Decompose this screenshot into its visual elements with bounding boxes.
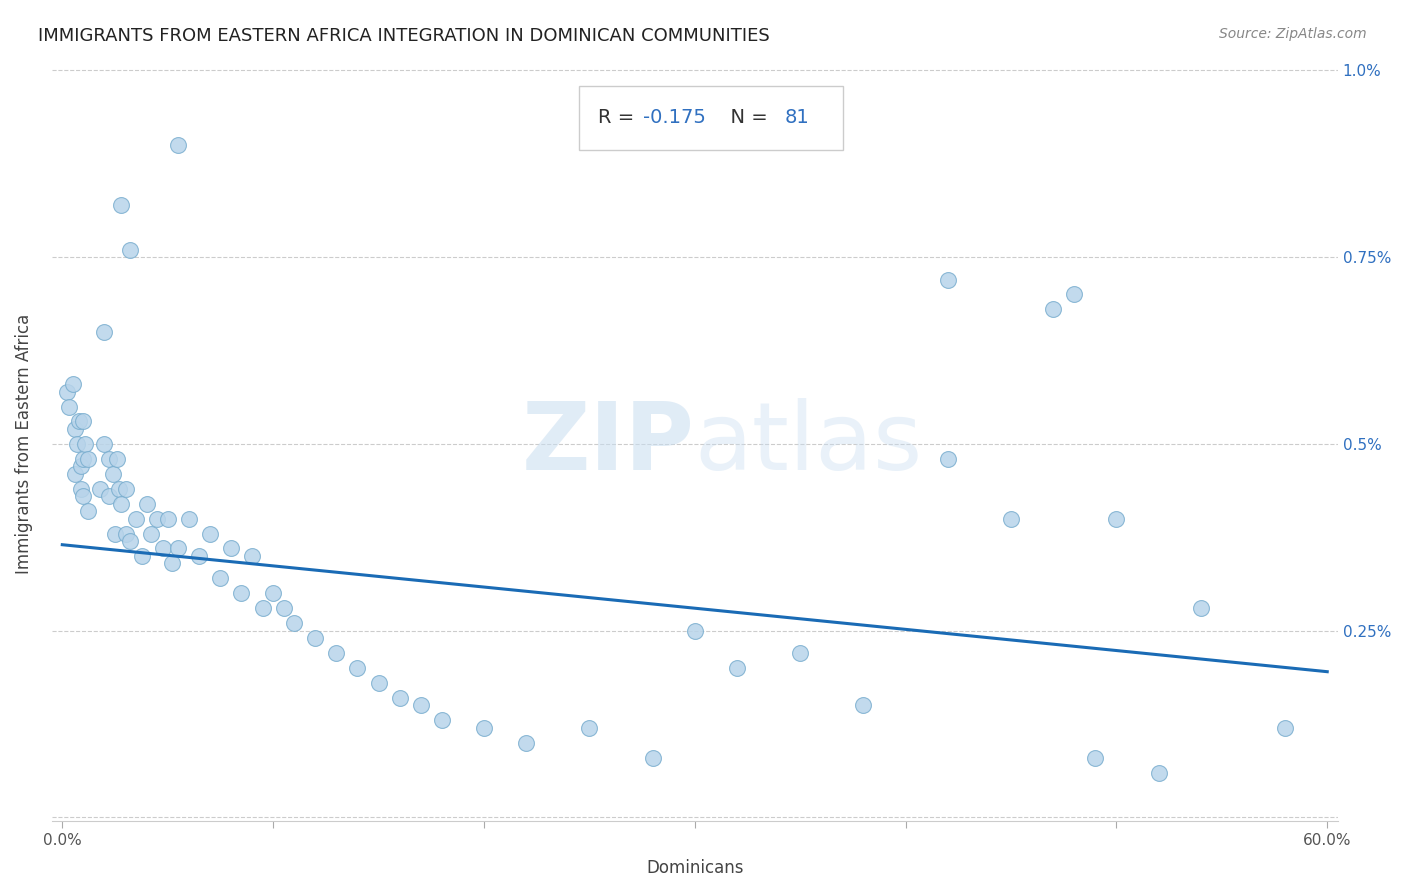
Point [231, 586, 253, 600]
Point [346, 661, 368, 675]
Point [515, 736, 537, 750]
Point [936, 272, 959, 286]
Point [108, 482, 131, 496]
Point [936, 451, 959, 466]
Y-axis label: Immigrants from Eastern Africa: Immigrants from Eastern Africa [15, 314, 32, 574]
Text: N =: N = [718, 108, 773, 127]
Text: R =: R = [599, 108, 641, 127]
Point [283, 616, 305, 631]
Text: ZIP: ZIP [522, 398, 695, 490]
Point [58, 400, 80, 414]
Text: Source: ZipAtlas.com: Source: ZipAtlas.com [1219, 27, 1367, 41]
Point [160, 557, 183, 571]
Point [1000, 511, 1022, 525]
Point [89, 482, 111, 496]
Point [641, 750, 664, 764]
Point [118, 533, 141, 548]
Point [852, 698, 875, 713]
Point [1274, 721, 1296, 735]
Point [209, 571, 232, 585]
Text: -0.175: -0.175 [644, 108, 706, 127]
Point [139, 526, 162, 541]
Point [683, 624, 706, 638]
Point [104, 526, 127, 541]
Point [62, 377, 84, 392]
Point [430, 713, 453, 727]
Point [63, 467, 86, 481]
Point [76, 504, 98, 518]
Point [219, 541, 242, 556]
Point [118, 243, 141, 257]
Point [177, 511, 200, 525]
Point [72, 489, 94, 503]
Text: 81: 81 [785, 108, 810, 127]
Point [789, 646, 811, 660]
Point [135, 497, 157, 511]
Point [167, 541, 190, 556]
Point [97, 489, 120, 503]
Point [198, 526, 221, 541]
Point [110, 497, 132, 511]
Point [105, 451, 128, 466]
Point [725, 661, 748, 675]
Text: IMMIGRANTS FROM EASTERN AFRICA INTEGRATION IN DOMINICAN COMMUNITIES: IMMIGRANTS FROM EASTERN AFRICA INTEGRATI… [38, 27, 769, 45]
Point [93, 437, 115, 451]
Point [72, 414, 94, 428]
Point [262, 586, 284, 600]
Point [114, 526, 136, 541]
Point [67, 414, 90, 428]
Point [66, 437, 89, 451]
Point [1063, 287, 1085, 301]
FancyBboxPatch shape [579, 86, 842, 150]
Point [1189, 601, 1212, 615]
Point [125, 511, 148, 525]
Point [240, 549, 263, 563]
Point [101, 467, 124, 481]
Point [93, 325, 115, 339]
Point [72, 451, 94, 466]
Point [167, 138, 190, 153]
Point [156, 511, 179, 525]
Point [63, 422, 86, 436]
Point [1147, 765, 1170, 780]
Point [367, 676, 389, 690]
Point [97, 451, 120, 466]
Point [1105, 511, 1128, 525]
Point [152, 541, 174, 556]
Point [131, 549, 153, 563]
Point [188, 549, 211, 563]
Point [70, 459, 93, 474]
Point [1042, 302, 1064, 317]
Point [55, 384, 77, 399]
Point [76, 451, 98, 466]
Point [388, 690, 411, 705]
Point [472, 721, 495, 735]
X-axis label: Dominicans: Dominicans [645, 859, 744, 877]
Point [578, 721, 600, 735]
Point [146, 511, 169, 525]
Point [409, 698, 432, 713]
Text: atlas: atlas [695, 398, 922, 490]
Point [114, 482, 136, 496]
Point [325, 646, 347, 660]
Point [75, 437, 97, 451]
Point [110, 198, 132, 212]
Point [304, 631, 326, 645]
Point [70, 482, 93, 496]
Point [273, 601, 295, 615]
Point [1084, 750, 1107, 764]
Point [252, 601, 274, 615]
